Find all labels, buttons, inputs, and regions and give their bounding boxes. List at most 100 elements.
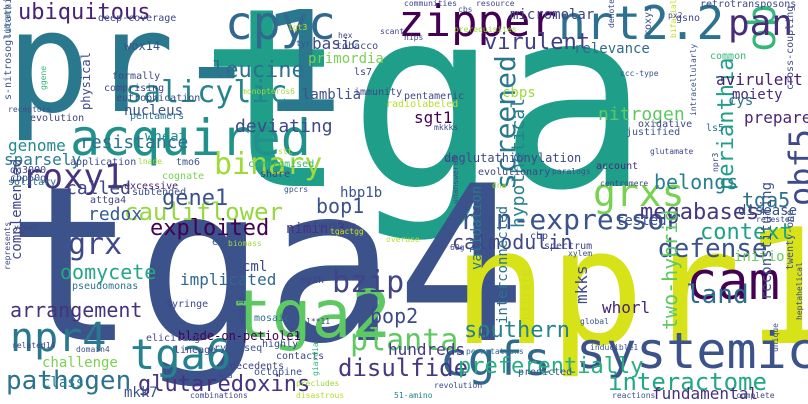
word-roxys: roxys [643,5,654,36]
word-cbp: cbp [530,231,549,242]
word-combinations: combinations [190,391,248,400]
word-leucine: leucine [212,58,305,83]
word-paralogs: paralogs [552,167,591,176]
word-decedents: decedents [230,361,285,372]
word-primordia: primordia [308,51,384,67]
word-unique: unique [771,323,780,352]
word-eliciting: eliciting [146,333,201,344]
word-comprising: comprising [104,83,165,94]
word-salicylic: salicylic [125,75,288,110]
word-roxy1: roxy1 [22,157,125,197]
word-evolutionary: evolutionary [478,167,551,178]
word-evolution: evolution [30,113,85,124]
word-physical: physical [79,52,93,110]
word-deglutathionylation: deglutathionylation [444,151,582,165]
word-s-nitrosoglutathione: s-nitrosoglutathione [3,0,14,100]
word-cross-coupling: cross-coupling [785,5,796,90]
word-ls5: ls5 [706,123,725,134]
word-excessive: excessive [124,181,179,192]
word-prepared: prepared [744,108,808,127]
word-npr3: npr3 [711,152,720,172]
word-micromolar: micromolar [510,7,595,23]
word-scant: scant [380,27,405,36]
word-domain4: domain4 [76,345,110,354]
word-nitrogen: nitrogen [598,104,685,125]
word-implicated: implicated [180,270,277,289]
word-en: en [212,237,225,248]
word-retested: retested [756,215,795,224]
word-1-11: 1**11 [306,317,331,326]
word-inducible1: inducible1 [590,343,639,352]
word-genome: genome [8,136,66,155]
word-grx: grx [68,227,123,262]
word-bop2: bop2 [370,304,419,328]
word-interactome: interactome [608,368,767,396]
word-tga2: tga2 [232,276,391,353]
word-hex: hex [338,31,353,40]
word-moiety: moiety [732,87,783,103]
word-pentameric: pentameric [404,91,465,102]
word-exploited: exploited [150,216,270,241]
word-cam: cam [686,252,780,312]
word-dna: dna [492,181,507,190]
word-preferentially: preferentially [458,354,644,379]
word-cbs: cbs [458,5,473,14]
word-whorl: whorl [602,298,651,317]
word-glutamate: glutamate [650,147,694,156]
word-megabases: megabases [640,200,760,225]
word-moa: moa [218,371,233,380]
word-predicted: predicted [518,367,573,378]
word-lineage: lineage [174,345,217,356]
word-retrotransposons: retrotransposons [700,0,797,10]
word-syringe: syringe [166,299,209,310]
word-disastrous: disastrous [296,391,345,400]
word-tobacco: tobacco [336,41,379,52]
word-monopteros6: monopteros6 [242,87,295,96]
word-permutations: permutations [466,347,524,356]
word-px2: px2 [668,11,683,20]
word-sgt1: sgt1 [414,108,453,127]
word-southern: southern [464,318,570,343]
word-pseudomonas: pseudomonas [72,281,139,292]
word-cognate: cognate [162,171,205,182]
word-tga: tga [198,0,650,245]
word-gsno: gsno [676,13,701,24]
word-tga6: tga6 [130,330,232,379]
word-blade-on-petiole1: blade-on-petiole1 [178,329,301,343]
word-cys: cys [728,93,754,109]
word-revolution: revolution [434,381,483,390]
word-intracellularly: intracellularly [689,43,698,116]
word-receptors: receptors [8,105,52,114]
word-octopine: octopine [254,367,303,378]
word-communities: communities [404,0,457,8]
word-npr1: npr1 [452,194,808,381]
word-ubiquitous: ubiquitous [18,0,151,25]
word-cbp60g: cbp60g [10,173,47,184]
word-fundamental: fundamental [652,384,758,403]
word-ox: ox [446,155,456,164]
word-gene1: gene1 [162,186,229,211]
word-stt: stt [278,147,293,156]
word-nrt22: nrt2.2 [558,0,725,50]
word-xylem: xylem [568,249,593,258]
word-compromised: compromised [248,159,315,170]
word-disease: disease [738,203,798,219]
word-twenty-one: twenty-one [785,209,796,270]
word-dc3000: dc3000 [10,165,47,176]
word-relevance: relevance [574,41,650,57]
word-global: global [580,317,609,326]
word-contacts: contacts [276,351,325,362]
word-radiolabeled: radiolabeled [386,99,459,110]
word-wox14: wox14 [124,39,161,53]
word-51-amino: 51-amino [394,391,433,400]
word-tga5: tga5 [742,188,791,212]
word-yeast: yeast [14,223,39,232]
word-nir: nir [478,331,493,340]
word-spectrum: spectrum [544,241,593,252]
word-land: land [686,280,749,310]
word-reactions: reactions [612,391,656,400]
word-glutaredoxins: glutaredoxins [138,372,311,397]
word-lnade: lnade [138,157,163,166]
word-gpcrs: gpcrs [284,185,309,194]
word-pr-1: pr-1 [6,0,344,145]
